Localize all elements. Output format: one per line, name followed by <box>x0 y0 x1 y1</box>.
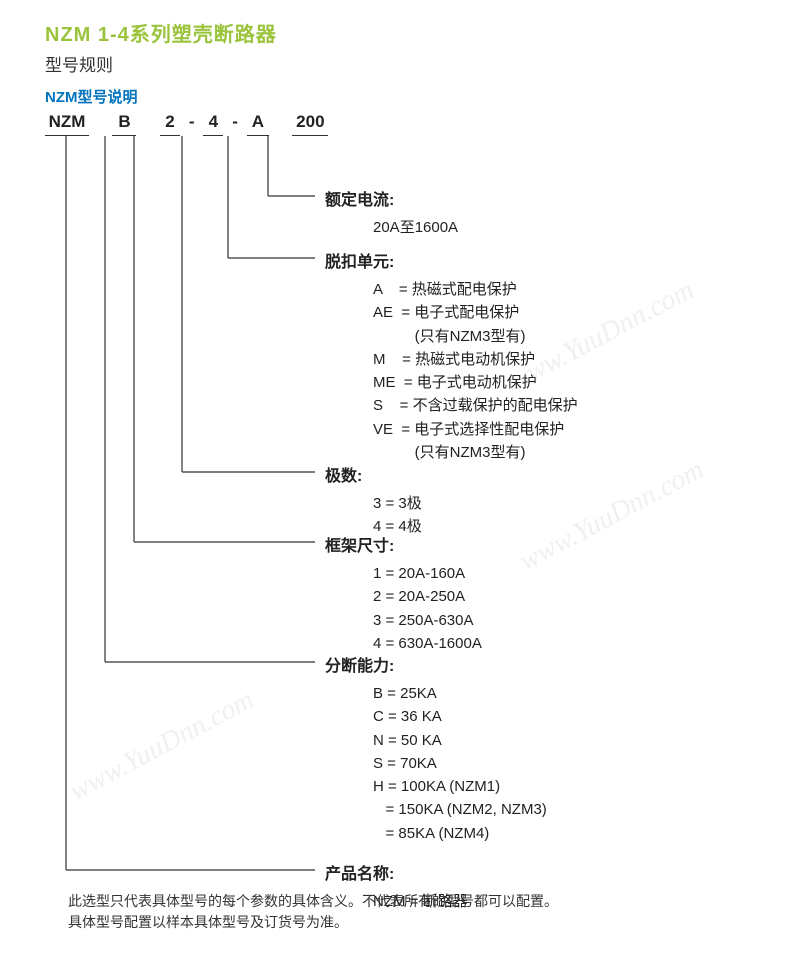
section-line: N = 50 KA <box>373 729 547 752</box>
footnote: 此选型只代表具体型号的每个参数的具体含义。不代表所有的型号都可以配置。 具体型号… <box>68 891 558 934</box>
section-line: ME = 电子式电动机保护 <box>373 371 578 394</box>
section-line: M = 热磁式电动机保护 <box>373 348 578 371</box>
model-explain-title: NZM型号说明 <box>45 86 745 107</box>
footnote-line-1: 此选型只代表具体型号的每个参数的具体含义。不代表所有的型号都可以配置。 <box>68 891 558 913</box>
section-heading: 分断能力: <box>325 652 547 676</box>
model-part-a: A <box>247 112 269 136</box>
section-line: VE = 电子式选择性配电保护 <box>373 418 578 441</box>
section-line: (只有NZM3型有) <box>373 441 578 464</box>
section-heading: 脱扣单元: <box>325 248 578 272</box>
main-title: NZM 1-4系列塑壳断路器 <box>45 18 745 47</box>
footnote-line-2: 具体型号配置以样本具体型号及订货号为准。 <box>68 912 558 934</box>
section-line: 20A至1600A <box>373 216 458 239</box>
section-line: 1 = 20A-160A <box>373 562 482 585</box>
section-line: 3 = 3极 <box>373 492 422 515</box>
model-part-b: B <box>112 112 136 136</box>
section-line: = 150KA (NZM2, NZM3) <box>373 798 547 821</box>
section-line: 2 = 20A-250A <box>373 585 482 608</box>
section-heading: 产品名称: <box>325 860 468 884</box>
section-3: 框架尺寸: 1 = 20A-160A2 = 20A-250A3 = 250A-63… <box>325 532 482 655</box>
section-heading: 额定电流: <box>325 186 458 210</box>
model-part-200: 200 <box>292 112 328 136</box>
section-0: 额定电流: 20A至1600A <box>325 186 458 239</box>
section-line: AE = 电子式配电保护 <box>373 301 578 324</box>
section-heading: 极数: <box>325 462 422 486</box>
page-header: NZM 1-4系列塑壳断路器 型号规则 NZM型号说明 <box>45 18 745 107</box>
section-4: 分断能力: B = 25KAC = 36 KAN = 50 KAS = 70KAH… <box>325 652 547 845</box>
section-1: 脱扣单元:A = 热磁式配电保护AE = 电子式配电保护 (只有NZM3型有)M… <box>325 248 578 464</box>
watermark: www.YuuDnn.com <box>514 454 709 578</box>
model-code-row: NZM B 2 - 4 - A 200 <box>45 112 328 136</box>
model-part-4: 4 <box>203 112 223 136</box>
section-line: = 85KA (NZM4) <box>373 822 547 845</box>
section-line: B = 25KA <box>373 682 547 705</box>
section-heading: 框架尺寸: <box>325 532 482 556</box>
section-line: S = 不含过载保护的配电保护 <box>373 394 578 417</box>
section-line: H = 100KA (NZM1) <box>373 775 547 798</box>
model-part-nzm: NZM <box>45 112 89 136</box>
section-line: 3 = 250A-630A <box>373 609 482 632</box>
model-sep-2: - <box>228 112 242 132</box>
section-line: C = 36 KA <box>373 705 547 728</box>
model-part-2: 2 <box>160 112 180 136</box>
section-line: S = 70KA <box>373 752 547 775</box>
section-line: A = 热磁式配电保护 <box>373 278 578 301</box>
sub-title: 型号规则 <box>45 51 745 76</box>
watermark: www.YuuDnn.com <box>64 684 259 808</box>
section-2: 极数:3 = 3极4 = 4极 <box>325 462 422 539</box>
model-sep-1: - <box>185 112 199 132</box>
section-line: (只有NZM3型有) <box>373 325 578 348</box>
